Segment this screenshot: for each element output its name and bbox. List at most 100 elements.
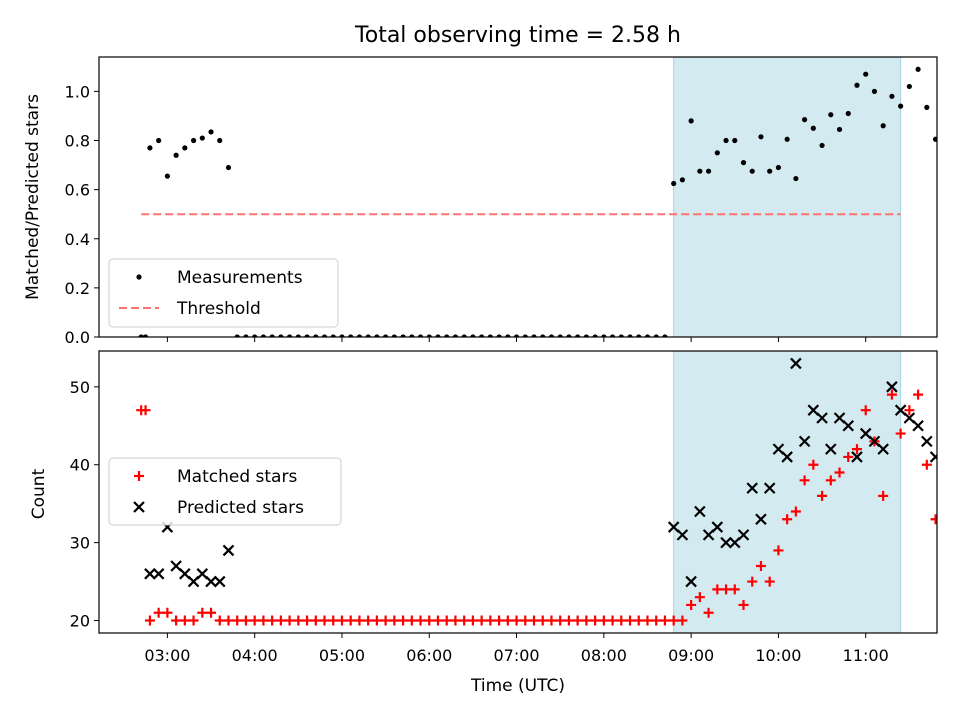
y-tick-label: 0.2	[65, 279, 90, 298]
data-point	[302, 615, 313, 626]
data-point	[234, 334, 240, 337]
data-point	[214, 615, 225, 626]
data-point	[546, 615, 557, 626]
data-point	[668, 615, 679, 626]
data-point	[915, 66, 921, 72]
data-point	[763, 482, 776, 494]
data-point	[197, 607, 208, 618]
data-point	[415, 615, 426, 626]
x-axis-label: Time (UTC)	[470, 676, 565, 696]
data-point	[851, 451, 863, 463]
legend: Measurements Threshold	[108, 258, 339, 328]
data-point	[784, 136, 790, 142]
x-tick-label: 07:00	[493, 646, 539, 665]
data-point	[511, 615, 522, 626]
data-points	[138, 66, 937, 337]
data-point	[572, 615, 583, 626]
chart-title: Total observing time = 2.58 h	[354, 23, 681, 48]
x-tick-label: 10:00	[755, 646, 801, 665]
data-point	[616, 615, 627, 626]
data-point	[310, 615, 321, 626]
legend-box	[108, 258, 339, 328]
data-point	[877, 443, 889, 455]
data-point	[494, 615, 505, 626]
top-y-axis-label: Matched/Predicted stars	[23, 94, 43, 300]
y-tick-label: 0.8	[65, 132, 90, 151]
data-point	[895, 428, 906, 439]
data-point	[834, 467, 845, 478]
legend-marker	[136, 274, 142, 280]
data-point	[712, 584, 723, 595]
y-tick-label: 30	[70, 534, 90, 553]
data-point	[275, 615, 286, 626]
data-point	[694, 505, 706, 518]
y-tick-label: 1.0	[65, 82, 90, 101]
data-point	[764, 576, 775, 587]
data-point	[714, 150, 720, 156]
x-tick-label: 11:00	[843, 646, 889, 665]
data-point	[345, 615, 356, 626]
data-point	[476, 615, 487, 626]
data-point	[825, 443, 837, 455]
data-point	[819, 142, 825, 149]
data-point	[252, 334, 258, 337]
data-point	[886, 381, 898, 393]
data-point	[808, 459, 819, 470]
data-point	[400, 334, 406, 337]
data-point	[583, 334, 589, 337]
data-point	[459, 615, 470, 626]
data-point	[328, 615, 339, 626]
data-point	[232, 615, 243, 626]
data-point	[755, 561, 766, 572]
data-point	[479, 334, 485, 337]
data-point	[775, 164, 782, 171]
y-tick-label: 0.0	[65, 328, 90, 347]
data-point	[548, 334, 555, 337]
data-point	[592, 334, 598, 337]
data-point	[755, 513, 767, 526]
data-point	[505, 334, 511, 337]
data-point	[671, 180, 677, 187]
legend-marker	[133, 501, 145, 513]
y-tick-label: 20	[70, 612, 90, 631]
data-point	[816, 412, 828, 424]
data-point	[223, 615, 234, 626]
data-point	[371, 615, 382, 626]
data-point	[424, 615, 435, 626]
data-point	[871, 88, 878, 94]
data-point	[863, 71, 869, 77]
data-point	[651, 615, 662, 626]
data-point	[581, 615, 592, 626]
plot-frame	[98, 56, 938, 338]
data-point	[502, 615, 513, 626]
x-tick-label: 03:00	[144, 646, 190, 665]
highlight-span	[673, 350, 902, 634]
legend-box	[108, 457, 342, 526]
data-point	[782, 514, 793, 525]
data-point	[540, 334, 546, 337]
data-point	[267, 615, 278, 626]
data-point	[249, 615, 260, 626]
data-point	[153, 607, 164, 618]
data-point	[932, 136, 937, 142]
data-point	[450, 615, 461, 626]
data-point	[513, 334, 520, 337]
data-point	[929, 451, 937, 463]
data-point	[313, 334, 319, 337]
data-point	[182, 145, 188, 151]
data-point	[662, 334, 668, 337]
data-point	[461, 334, 467, 337]
data-point	[810, 125, 816, 131]
data-point	[921, 435, 933, 448]
data-point	[152, 568, 165, 580]
x-tick-label: 06:00	[406, 646, 452, 665]
data-point	[179, 615, 190, 626]
data-point	[374, 334, 380, 337]
data-point	[470, 334, 476, 337]
data-point	[802, 117, 808, 123]
data-point	[487, 334, 493, 337]
data-point	[930, 514, 937, 525]
data-point	[243, 334, 249, 337]
data-point	[206, 607, 217, 618]
